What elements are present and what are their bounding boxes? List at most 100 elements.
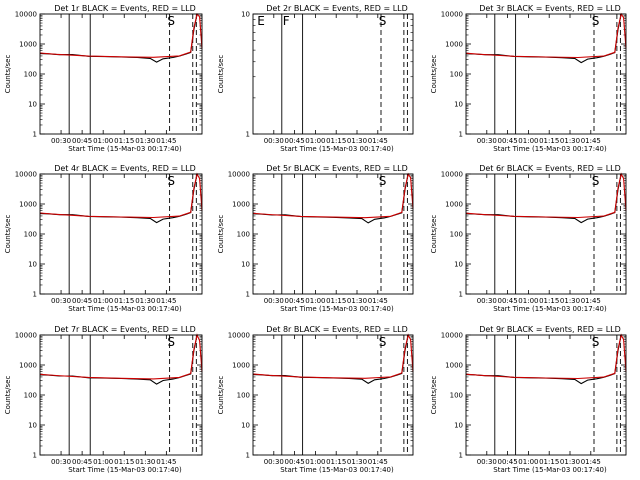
flag-label: E — [257, 14, 265, 28]
x-tick-label: 00:30 — [477, 297, 497, 305]
chart-title: Det 9r BLACK = Events, RED = LLD — [479, 325, 621, 334]
x-tick-label: 00:30 — [264, 137, 284, 145]
y-tick-label: 1000 — [232, 362, 250, 370]
chart-title: Det 6r BLACK = Events, RED = LLD — [479, 164, 621, 173]
x-tick-label: 01:45 — [581, 458, 601, 466]
y-tick-label: 100 — [237, 392, 250, 400]
chart-panel-2: Det 2r BLACK = Events, RED = LLD Counts/s… — [217, 4, 414, 153]
plot-frame — [252, 173, 414, 295]
lld-series-line — [465, 333, 627, 380]
flag-label: S — [592, 174, 600, 188]
plot-frame — [252, 13, 414, 135]
x-axis-label: Start Time (15-Mar-03 00:17:40) — [68, 305, 182, 313]
x-tick-label: 00:30 — [264, 458, 284, 466]
y-tick-label: 1000 — [445, 362, 463, 370]
lld-series-line — [252, 172, 414, 219]
flag-label: S — [379, 174, 387, 188]
x-tick-label: 01:15 — [539, 297, 559, 305]
x-tick-label: 01:30 — [135, 137, 155, 145]
chart-title: Det 2r BLACK = Events, RED = LLD — [266, 4, 408, 13]
x-tick-label: 01:45 — [581, 297, 601, 305]
chart-title: Det 1r BLACK = Events, RED = LLD — [54, 4, 196, 13]
flag-label: F — [283, 14, 290, 28]
x-tick-label: 00:30 — [477, 458, 497, 466]
y-tick-label: 10000 — [228, 171, 250, 179]
y-tick-label: 100 — [450, 392, 463, 400]
x-tick-label: 00:45 — [72, 458, 92, 466]
flag-label: S — [167, 174, 175, 188]
x-tick-label: 01:30 — [560, 458, 580, 466]
x-axis-label: Start Time (15-Mar-03 00:17:40) — [493, 305, 607, 313]
x-tick-label: 01:45 — [156, 297, 176, 305]
y-tick-label: 1 — [33, 291, 37, 299]
flag-label: S — [379, 14, 387, 28]
x-tick-label: 01:15 — [114, 458, 134, 466]
chart-title: Det 5r BLACK = Events, RED = LLD — [266, 164, 408, 173]
y-tick-label: 100 — [24, 71, 37, 79]
plot-frame — [39, 173, 203, 295]
x-tick-label: 00:45 — [285, 137, 305, 145]
y-axis-label: Counts/sec — [217, 376, 225, 415]
x-axis-label: Start Time (15-Mar-03 00:17:40) — [280, 305, 394, 313]
x-tick-label: 00:45 — [285, 458, 305, 466]
x-tick-label: 01:00 — [518, 458, 538, 466]
y-tick-label: 1 — [459, 131, 463, 139]
y-tick-label: 10 — [28, 261, 37, 269]
y-axis-label: Counts/sec — [430, 376, 438, 415]
x-tick-label: 01:15 — [326, 297, 346, 305]
x-tick-label: 01:30 — [135, 297, 155, 305]
x-tick-label: 01:15 — [326, 137, 346, 145]
x-tick-label: 01:00 — [518, 137, 538, 145]
x-tick-label: 00:30 — [51, 137, 71, 145]
y-tick-label: 10 — [28, 101, 37, 109]
plot-frame — [39, 334, 203, 456]
y-tick-label: 10 — [241, 422, 250, 430]
y-tick-label: 10 — [241, 261, 250, 269]
x-tick-label: 01:15 — [114, 297, 134, 305]
x-axis-label: Start Time (15-Mar-03 00:17:40) — [493, 145, 607, 153]
y-tick-label: 1 — [459, 291, 463, 299]
x-tick-label: 01:00 — [93, 458, 113, 466]
y-tick-label: 1000 — [232, 201, 250, 209]
y-axis-label: Counts/sec — [430, 215, 438, 254]
y-tick-label: 10000 — [15, 11, 37, 19]
x-tick-label: 01:15 — [326, 458, 346, 466]
y-tick-label: 10000 — [441, 171, 463, 179]
x-tick-label: 00:45 — [498, 137, 518, 145]
lld-series-line — [39, 12, 203, 58]
y-tick-label: 1 — [33, 131, 37, 139]
y-tick-label: 100 — [237, 231, 250, 239]
x-tick-label: 01:30 — [347, 458, 367, 466]
flag-label: S — [379, 335, 387, 349]
x-tick-label: 01:00 — [93, 297, 113, 305]
x-tick-label: 00:45 — [72, 137, 92, 145]
plot-frame — [252, 334, 414, 456]
x-tick-label: 01:15 — [114, 137, 134, 145]
flag-label: S — [592, 335, 600, 349]
x-axis-label: Start Time (15-Mar-03 00:17:40) — [493, 466, 607, 474]
flag-label: S — [167, 14, 175, 28]
lld-series-line — [39, 172, 203, 219]
x-tick-label: 00:30 — [51, 458, 71, 466]
chart-title: Det 8r BLACK = Events, RED = LLD — [266, 325, 408, 334]
x-tick-label: 00:30 — [51, 297, 71, 305]
plot-frame — [465, 173, 627, 295]
plot-frame — [39, 13, 203, 135]
chart-panel-1: Det 1r BLACK = Events, RED = LLD Counts/s… — [4, 4, 203, 153]
x-tick-label: 01:00 — [518, 297, 538, 305]
x-tick-label: 01:30 — [560, 137, 580, 145]
x-tick-label: 01:15 — [539, 137, 559, 145]
y-tick-label: 1000 — [19, 362, 37, 370]
y-tick-label: 1 — [33, 452, 37, 460]
y-axis-label: Counts/sec — [4, 376, 12, 415]
y-tick-label: 10 — [454, 101, 463, 109]
flag-label: S — [592, 14, 600, 28]
x-axis-label: Start Time (15-Mar-03 00:17:40) — [68, 466, 182, 474]
y-tick-label: 1 — [459, 452, 463, 460]
y-axis-label: Counts/sec — [4, 55, 12, 94]
x-tick-label: 01:00 — [305, 297, 325, 305]
x-tick-label: 01:45 — [368, 137, 388, 145]
x-tick-label: 01:30 — [135, 458, 155, 466]
chart-panel-6: Det 6r BLACK = Events, RED = LLD Counts/s… — [430, 164, 627, 313]
y-tick-label: 10000 — [15, 332, 37, 340]
